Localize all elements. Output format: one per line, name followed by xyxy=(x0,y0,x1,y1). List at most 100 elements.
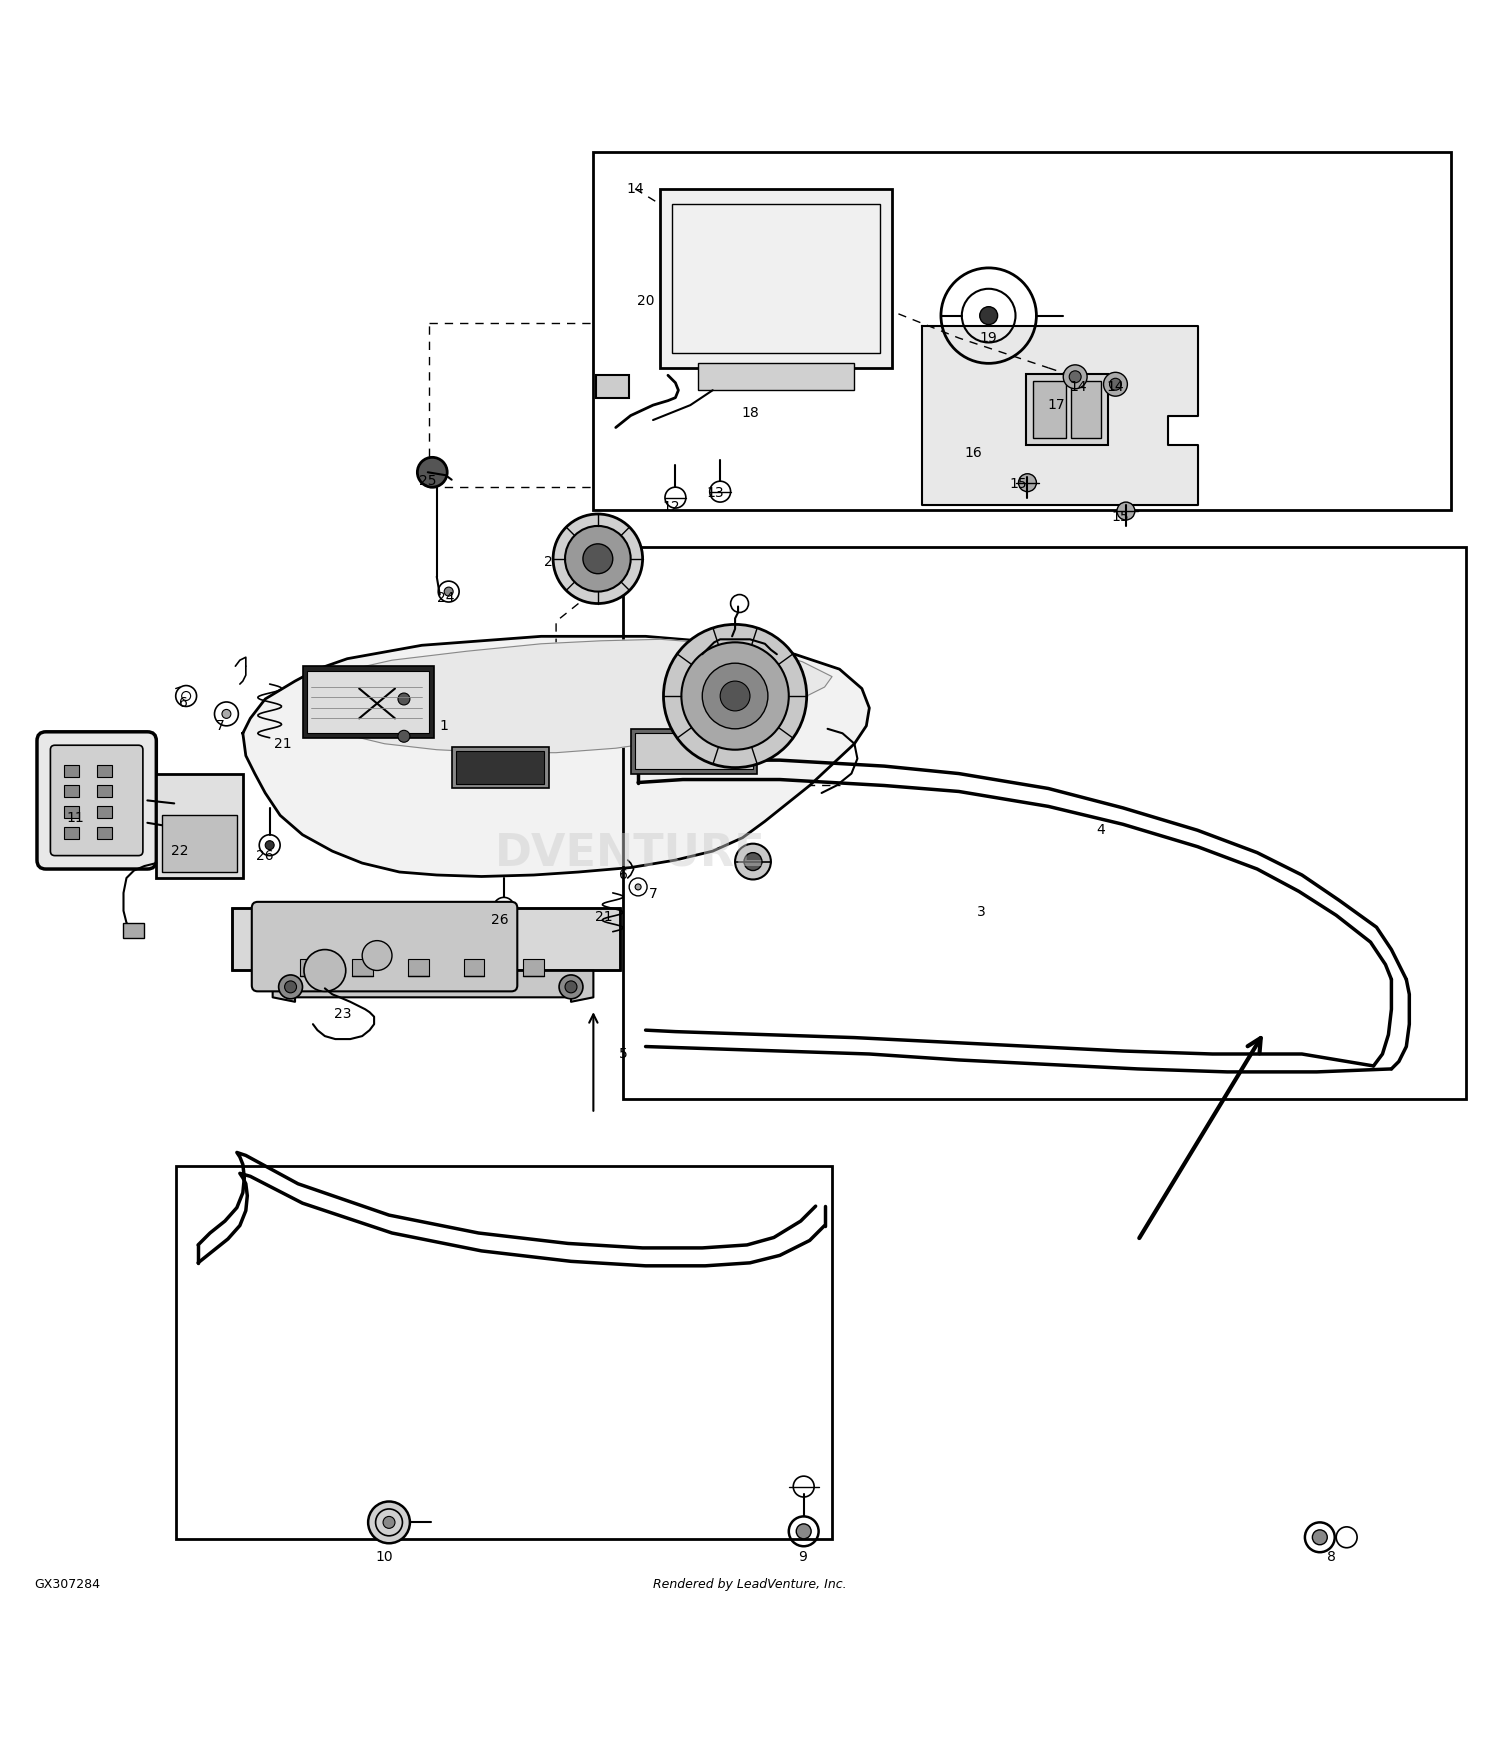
FancyBboxPatch shape xyxy=(660,189,891,368)
Text: 4: 4 xyxy=(1096,822,1106,836)
Bar xyxy=(524,959,544,977)
Circle shape xyxy=(663,625,807,768)
Text: 22: 22 xyxy=(171,844,189,858)
Text: 16: 16 xyxy=(964,446,982,460)
Bar xyxy=(96,786,111,798)
Circle shape xyxy=(634,884,640,891)
Text: 25: 25 xyxy=(419,474,436,488)
Circle shape xyxy=(368,1502,410,1544)
Text: 18: 18 xyxy=(741,406,759,420)
Bar xyxy=(452,747,549,789)
Bar xyxy=(622,546,1466,1099)
Bar xyxy=(96,828,111,840)
Bar xyxy=(303,667,433,738)
Bar xyxy=(300,959,321,977)
Polygon shape xyxy=(333,639,833,752)
Text: 7: 7 xyxy=(648,887,657,901)
Text: DVENTURE: DVENTURE xyxy=(495,831,766,873)
Text: 9: 9 xyxy=(798,1550,807,1564)
Text: 14: 14 xyxy=(1107,380,1125,394)
Text: 17: 17 xyxy=(1047,397,1065,411)
Bar xyxy=(96,765,111,777)
Polygon shape xyxy=(273,971,594,1001)
Text: 8: 8 xyxy=(1328,1550,1336,1564)
Bar xyxy=(308,670,429,733)
Circle shape xyxy=(735,844,771,880)
Bar xyxy=(698,364,855,390)
Circle shape xyxy=(500,903,508,912)
Text: 20: 20 xyxy=(638,294,654,308)
FancyBboxPatch shape xyxy=(252,901,518,990)
Bar xyxy=(456,751,544,784)
Circle shape xyxy=(1070,371,1082,383)
Text: 26: 26 xyxy=(256,849,274,863)
Circle shape xyxy=(1019,474,1036,492)
Bar xyxy=(64,828,78,840)
Circle shape xyxy=(1104,373,1128,396)
Text: 21: 21 xyxy=(274,737,292,751)
Circle shape xyxy=(417,457,447,486)
Text: 23: 23 xyxy=(334,1006,351,1020)
Bar xyxy=(96,807,111,819)
Text: 2: 2 xyxy=(544,555,554,569)
Bar xyxy=(1026,374,1108,446)
Circle shape xyxy=(222,709,231,717)
Bar xyxy=(672,203,880,354)
Circle shape xyxy=(796,1524,812,1538)
Text: 14: 14 xyxy=(1070,380,1088,394)
Text: 1: 1 xyxy=(440,719,448,733)
Circle shape xyxy=(980,306,998,324)
Bar xyxy=(630,728,758,774)
Bar xyxy=(64,786,78,798)
Text: 7: 7 xyxy=(216,719,225,733)
Text: 6: 6 xyxy=(620,868,627,882)
Text: 21: 21 xyxy=(596,910,612,924)
Circle shape xyxy=(266,840,274,850)
Circle shape xyxy=(279,975,303,999)
FancyBboxPatch shape xyxy=(51,746,142,856)
Circle shape xyxy=(554,514,642,604)
Circle shape xyxy=(1110,378,1122,390)
Text: GX307284: GX307284 xyxy=(34,1578,100,1591)
Bar xyxy=(351,959,372,977)
Circle shape xyxy=(702,663,768,728)
Bar xyxy=(597,374,628,397)
Circle shape xyxy=(1312,1530,1328,1545)
Bar xyxy=(634,733,753,768)
Bar xyxy=(464,959,484,977)
Text: 12: 12 xyxy=(662,499,680,513)
Bar xyxy=(123,922,144,938)
Bar xyxy=(408,959,429,977)
Circle shape xyxy=(285,982,297,992)
Circle shape xyxy=(566,527,630,592)
Bar xyxy=(1034,382,1066,438)
Bar xyxy=(156,774,243,878)
Text: 13: 13 xyxy=(706,487,724,500)
Bar xyxy=(1071,382,1101,438)
Text: 11: 11 xyxy=(68,812,84,826)
Circle shape xyxy=(362,942,392,971)
Text: 10: 10 xyxy=(375,1550,393,1564)
Polygon shape xyxy=(921,326,1197,506)
Circle shape xyxy=(444,586,453,597)
Bar xyxy=(162,814,237,872)
Circle shape xyxy=(304,950,346,990)
Text: 19: 19 xyxy=(980,331,998,345)
Circle shape xyxy=(398,730,410,742)
Bar xyxy=(64,765,78,777)
Circle shape xyxy=(720,681,750,710)
Circle shape xyxy=(584,544,614,574)
Text: 14: 14 xyxy=(627,182,644,196)
Circle shape xyxy=(681,642,789,749)
Circle shape xyxy=(398,693,410,705)
Bar xyxy=(176,1166,833,1538)
Text: 5: 5 xyxy=(620,1046,627,1060)
Text: Rendered by LeadVenture, Inc.: Rendered by LeadVenture, Inc. xyxy=(652,1578,847,1591)
FancyBboxPatch shape xyxy=(38,732,156,870)
Text: 6: 6 xyxy=(178,696,188,710)
Circle shape xyxy=(1064,364,1088,388)
Text: 26: 26 xyxy=(490,914,508,928)
Bar xyxy=(64,807,78,819)
Bar xyxy=(232,908,620,971)
Text: 3: 3 xyxy=(976,905,986,919)
